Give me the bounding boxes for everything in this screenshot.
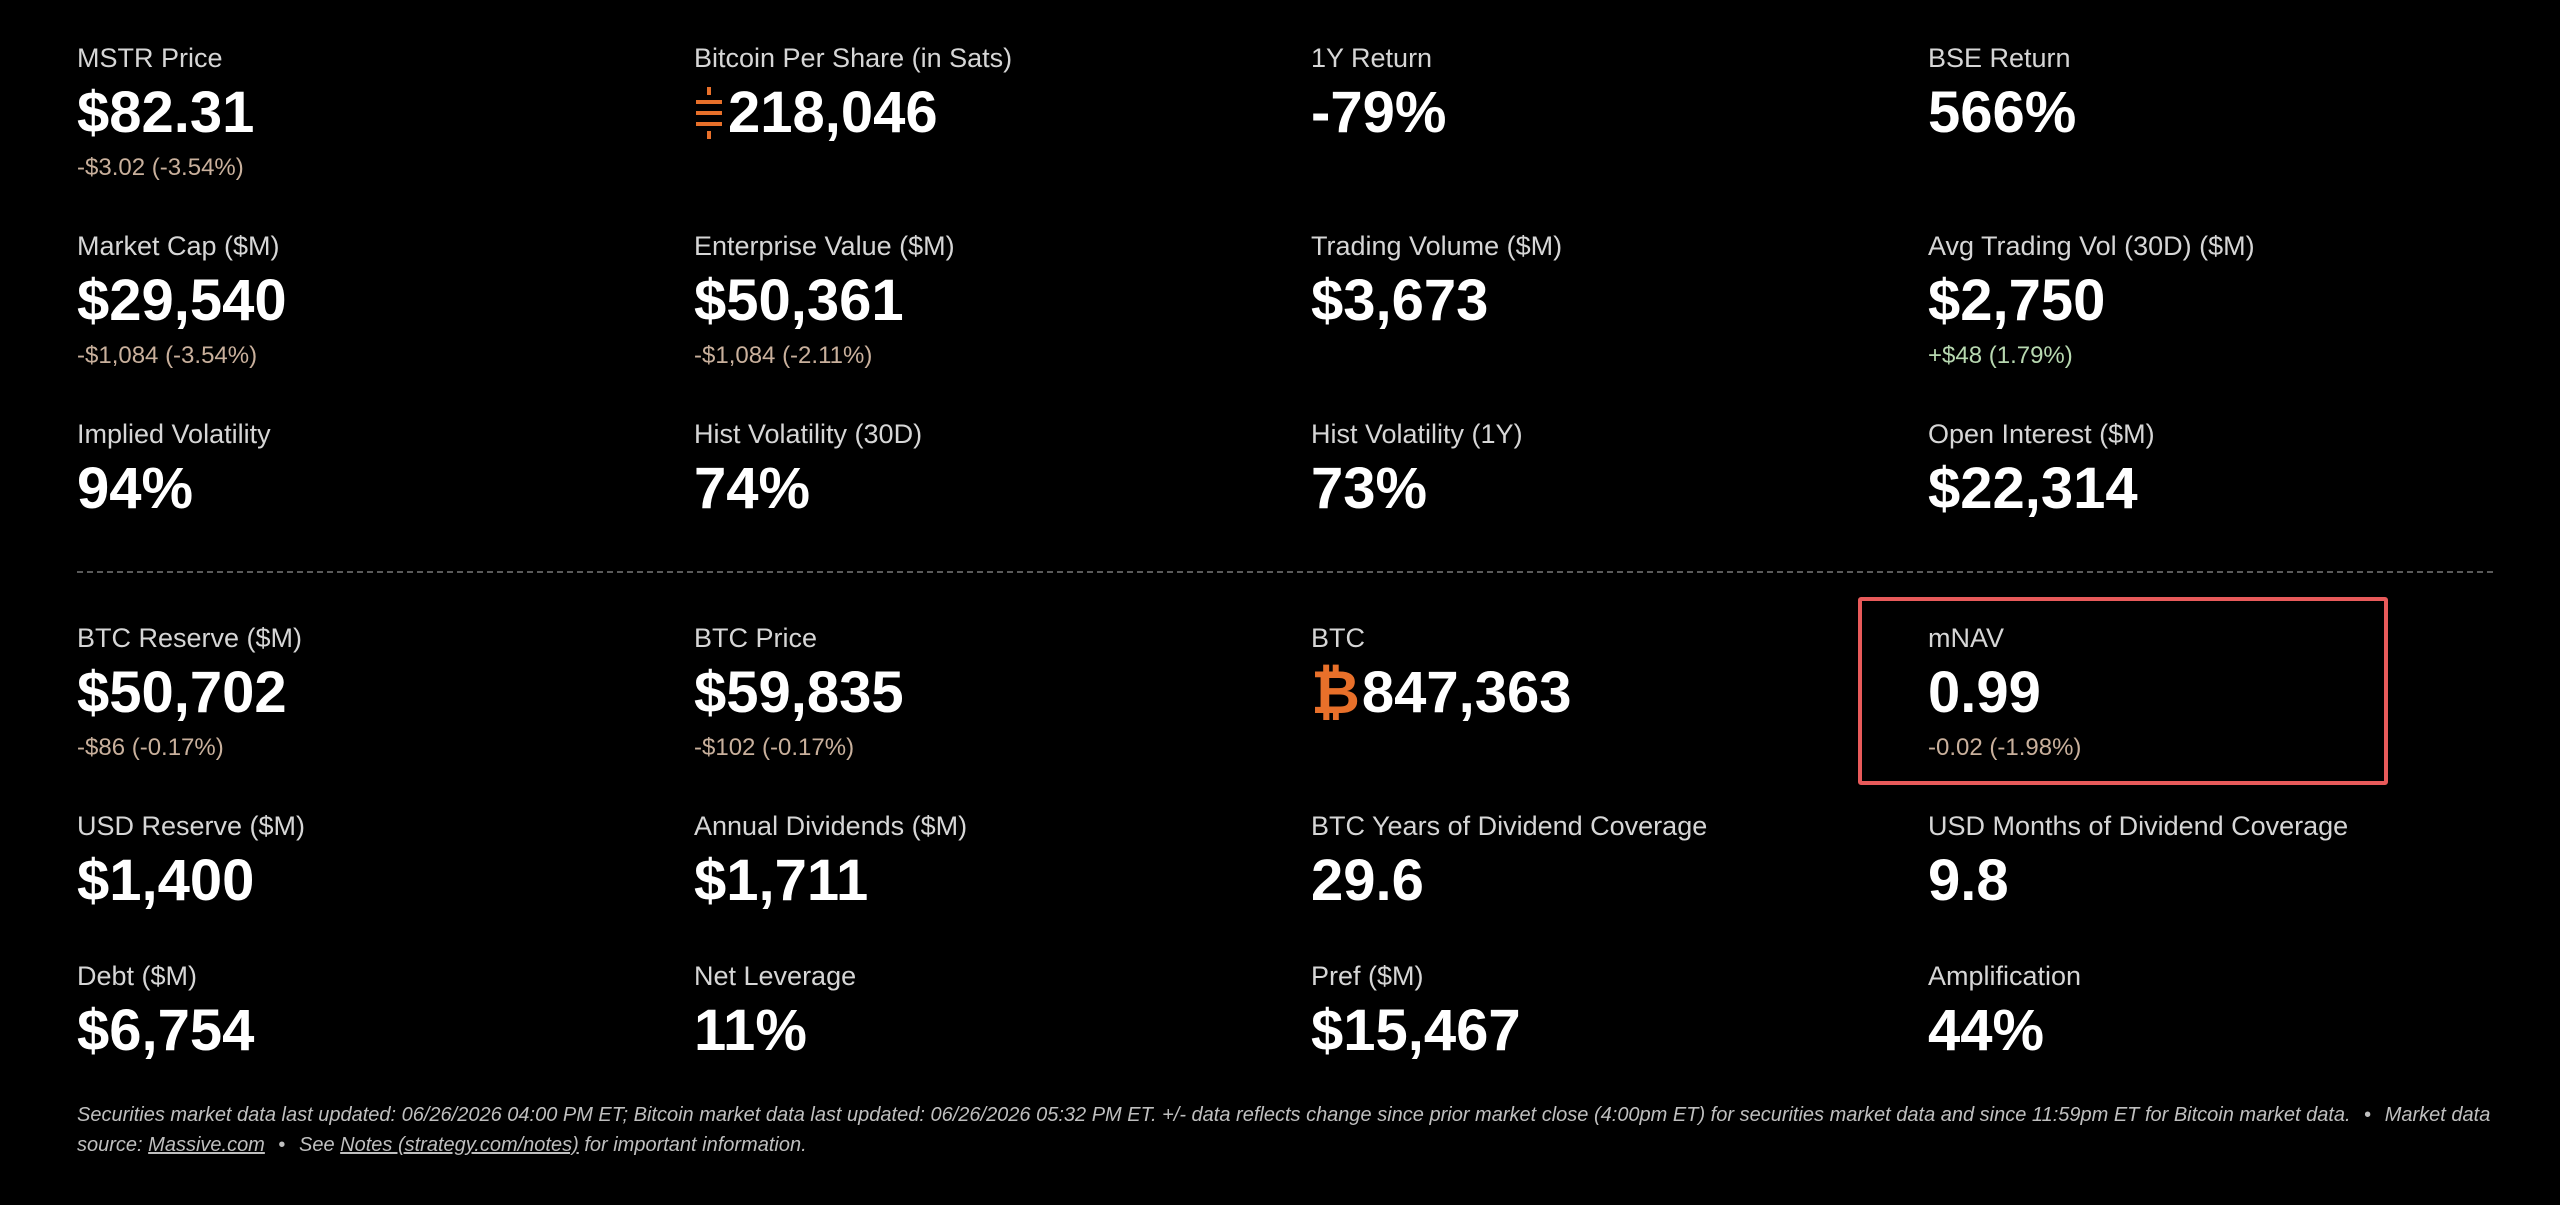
- metric-value: $1,711: [694, 848, 869, 913]
- metric-value: -79%: [1311, 80, 1447, 145]
- metric-label: Hist Volatility (1Y): [1311, 419, 1523, 449]
- metric-usd-reserve: USD Reserve ($M) $1,400: [77, 808, 694, 958]
- bitcoin-icon: ₿: [1311, 658, 1360, 728]
- massive-link[interactable]: Massive.com: [148, 1134, 265, 1156]
- metric-label: BTC Years of Dividend Coverage: [1311, 811, 1708, 841]
- metric-value: 847,363: [1361, 660, 1572, 725]
- metric-pref: Pref ($M) $15,467: [1311, 958, 1928, 1108]
- metric-value: $15,467: [1311, 998, 1521, 1063]
- metric-change: -$1,084 (-3.54%): [77, 342, 258, 369]
- metric-label: Market Cap ($M): [77, 231, 280, 261]
- metric-btc-price: BTC Price $59,835 -$102 (-0.17%): [694, 620, 1311, 808]
- metric-value: $29,540: [77, 268, 287, 333]
- metric-open-interest: Open Interest ($M) $22,314: [1928, 416, 2545, 576]
- metric-change: -$3.02 (-3.54%): [77, 154, 244, 181]
- metric-label: Enterprise Value ($M): [694, 231, 955, 261]
- metric-label: Net Leverage: [694, 961, 857, 991]
- metric-label: MSTR Price: [77, 43, 223, 73]
- mnav-highlight-box: [1858, 597, 2388, 785]
- metric-btc: BTC ₿ 847,363: [1311, 620, 1928, 808]
- metric-value: 11%: [694, 998, 807, 1063]
- metric-label: Annual Dividends ($M): [694, 811, 968, 841]
- footer-source-prefix: Market data source:: [77, 1104, 2491, 1156]
- metric-value: $6,754: [77, 998, 255, 1063]
- metric-value: $59,835: [694, 660, 904, 725]
- metric-label: BSE Return: [1928, 43, 2071, 73]
- footer-bullet: •: [2364, 1104, 2372, 1126]
- metric-value: $50,702: [77, 660, 287, 725]
- section-divider: [77, 571, 2493, 573]
- metric-change: -0.02 (-1.98%): [1928, 734, 2082, 761]
- metric-label: BTC Reserve ($M): [77, 623, 303, 653]
- metric-label: USD Reserve ($M): [77, 811, 306, 841]
- metric-label: Amplification: [1928, 961, 2082, 991]
- metric-label: 1Y Return: [1311, 43, 1433, 73]
- metric-amplification: Amplification 44%: [1928, 958, 2545, 1108]
- footer-see-prefix: See: [299, 1134, 335, 1156]
- metric-label: BTC Price: [694, 623, 818, 653]
- metric-label: Debt ($M): [77, 961, 198, 991]
- metrics-grid-bottom: BTC Reserve ($M) $50,702 -$86 (-0.17%) B…: [77, 620, 2557, 1108]
- metric-label: BTC: [1311, 623, 1365, 653]
- metric-hist-volatility-1y: Hist Volatility (1Y) 73%: [1311, 416, 1928, 576]
- metric-label: USD Months of Dividend Coverage: [1928, 811, 2349, 841]
- metric-bitcoin-per-share: Bitcoin Per Share (in Sats) 218,046: [694, 40, 1311, 228]
- footer-disclaimer: Securities market data last updated: 06/…: [77, 1100, 2497, 1160]
- metric-value: $2,750: [1928, 268, 2106, 333]
- metric-mnav: mNAV 0.99 -0.02 (-1.98%): [1928, 620, 2545, 808]
- metric-value: 44%: [1928, 998, 2045, 1063]
- metric-mstr-price: MSTR Price $82.31 -$3.02 (-3.54%): [77, 40, 694, 228]
- metric-value: $3,673: [1311, 268, 1489, 333]
- footer-see-suffix: for important information.: [584, 1134, 807, 1156]
- footer-bullet: •: [278, 1134, 286, 1156]
- metric-annual-dividends: Annual Dividends ($M) $1,711: [694, 808, 1311, 958]
- metric-market-cap: Market Cap ($M) $29,540 -$1,084 (-3.54%): [77, 228, 694, 416]
- metric-avg-trading-vol: Avg Trading Vol (30D) ($M) $2,750 +$48 (…: [1928, 228, 2545, 416]
- metric-implied-volatility: Implied Volatility 94%: [77, 416, 694, 576]
- footer-update-text: Securities market data last updated: 06/…: [77, 1104, 2351, 1126]
- metric-enterprise-value: Enterprise Value ($M) $50,361 -$1,084 (-…: [694, 228, 1311, 416]
- metric-value-row: 218,046: [694, 78, 1311, 148]
- metric-label: Avg Trading Vol (30D) ($M): [1928, 231, 2255, 261]
- metrics-grid-top: MSTR Price $82.31 -$3.02 (-3.54%) Bitcoi…: [77, 40, 2557, 576]
- metric-value: $22,314: [1928, 456, 2138, 521]
- metric-value: 0.99: [1928, 660, 2041, 725]
- metric-hist-volatility-30d: Hist Volatility (30D) 74%: [694, 416, 1311, 576]
- metric-value-row: ₿ 847,363: [1311, 658, 1928, 728]
- metric-value: 218,046: [728, 80, 938, 145]
- sats-icon: [696, 87, 722, 139]
- metric-value: 9.8: [1928, 848, 2009, 913]
- metric-net-leverage: Net Leverage 11%: [694, 958, 1311, 1108]
- metric-bse-return: BSE Return 566%: [1928, 40, 2545, 228]
- metric-change: -$1,084 (-2.11%): [694, 342, 873, 369]
- metric-value: 73%: [1311, 456, 1428, 521]
- metric-label: mNAV: [1928, 623, 2005, 653]
- metric-value: 94%: [77, 456, 194, 521]
- metric-label: Hist Volatility (30D): [694, 419, 923, 449]
- metric-value: $82.31: [77, 80, 255, 145]
- metric-change: -$86 (-0.17%): [77, 734, 224, 761]
- metric-usd-months-dividend-coverage: USD Months of Dividend Coverage 9.8: [1928, 808, 2545, 958]
- metric-label: Open Interest ($M): [1928, 419, 2155, 449]
- metric-label: Implied Volatility: [77, 419, 271, 449]
- metric-value: $50,361: [694, 268, 904, 333]
- metric-change: -$102 (-0.17%): [694, 734, 855, 761]
- metric-value: $1,400: [77, 848, 255, 913]
- metric-btc-reserve: BTC Reserve ($M) $50,702 -$86 (-0.17%): [77, 620, 694, 808]
- metric-value: 29.6: [1311, 848, 1424, 913]
- metric-debt: Debt ($M) $6,754: [77, 958, 694, 1108]
- metric-label: Pref ($M): [1311, 961, 1424, 991]
- metric-label: Trading Volume ($M): [1311, 231, 1563, 261]
- metric-value: 566%: [1928, 80, 2077, 145]
- metric-label: Bitcoin Per Share (in Sats): [694, 43, 1013, 73]
- metric-change: +$48 (1.79%): [1928, 342, 2073, 369]
- notes-link[interactable]: Notes (strategy.com/notes): [340, 1134, 579, 1156]
- metric-trading-volume: Trading Volume ($M) $3,673: [1311, 228, 1928, 416]
- metric-value: 74%: [694, 456, 811, 521]
- metric-btc-years-dividend-coverage: BTC Years of Dividend Coverage 29.6: [1311, 808, 1928, 958]
- metric-1y-return: 1Y Return -79%: [1311, 40, 1928, 228]
